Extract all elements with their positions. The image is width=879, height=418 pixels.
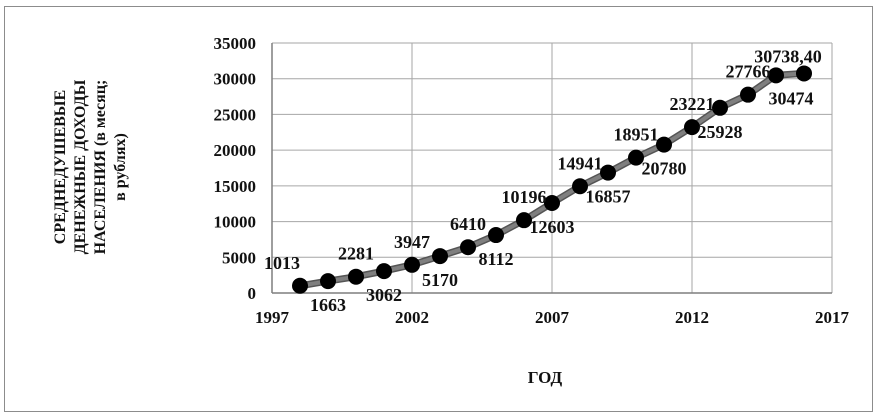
- x-tick-label: 2012: [675, 308, 709, 327]
- data-point: [432, 248, 448, 265]
- data-label: 5170: [422, 270, 458, 290]
- y-tick-label: 10000: [214, 213, 257, 232]
- y-axis-title-line: в рублях): [112, 133, 129, 201]
- data-label: 8112: [478, 249, 513, 269]
- data-label: 1013: [264, 253, 300, 273]
- y-tick-label: 35000: [214, 34, 257, 53]
- x-axis-title: ГОД: [528, 368, 563, 387]
- x-tick-label: 1997: [255, 308, 290, 327]
- data-label: 3062: [366, 285, 402, 305]
- data-point: [572, 178, 588, 195]
- x-tick-label: 2007: [535, 308, 570, 327]
- data-point: [404, 256, 420, 273]
- gridlines: [272, 42, 833, 293]
- y-axis-title-text: СРЕДНЕДУШЕВЫЕ ДЕНЕЖНЫЕ ДОХОДЫ НАСЕЛЕНИЯ (в…: [52, 79, 129, 254]
- data-point: [376, 263, 392, 280]
- y-tick-label: 25000: [214, 105, 257, 124]
- data-label: 12603: [530, 217, 575, 237]
- data-label: 20780: [642, 159, 687, 179]
- x-tick-label: 2002: [395, 308, 429, 327]
- data-label: 18951: [614, 125, 659, 145]
- data-point: [656, 136, 672, 153]
- data-point: [628, 149, 644, 166]
- data-point: [488, 227, 504, 244]
- data-point: [544, 194, 560, 211]
- data-label: 27766: [726, 62, 771, 82]
- data-label: 6410: [450, 214, 486, 234]
- series-markers: [292, 65, 812, 294]
- data-label: 1663: [310, 295, 346, 315]
- data-label: 23221: [670, 94, 715, 114]
- data-label: 10196: [502, 187, 547, 207]
- y-axis-title-line: ДЕНЕЖНЫЕ ДОХОДЫ: [72, 79, 89, 254]
- y-axis-title-line: НАСЕЛЕНИЯ (в месяц;: [92, 80, 109, 255]
- data-point: [712, 99, 728, 116]
- data-point: [320, 273, 336, 290]
- x-tick-label: 2017: [815, 308, 850, 327]
- data-point: [600, 164, 616, 181]
- data-point: [516, 212, 532, 229]
- data-point: [292, 277, 308, 294]
- y-tick-label: 20000: [214, 141, 257, 160]
- data-label: 16857: [586, 187, 631, 207]
- y-axis-title: СРЕДНЕДУШЕВЫЕ ДЕНЕЖНЫЕ ДОХОДЫ НАСЕЛЕНИЯ (в…: [52, 79, 129, 254]
- data-label: 30474: [769, 88, 814, 108]
- y-tick-label: 5000: [222, 248, 256, 267]
- data-labels: 1013 1663 2281 3062 3947 5170 6410 8112 10196 126…: [264, 46, 822, 315]
- axes: 0 5000 10000 15000 20000 25000 30000 35000 1997 2…: [214, 34, 850, 327]
- data-point: [796, 65, 812, 82]
- chart-frame: 0 5000 10000 15000 20000 25000 30000 35000 1997 2…: [4, 6, 873, 412]
- y-tick-label: 0: [248, 284, 257, 303]
- y-tick-label: 15000: [214, 177, 257, 196]
- data-label: 3947: [394, 232, 430, 252]
- data-point: [348, 268, 364, 285]
- data-label: 2281: [338, 244, 374, 264]
- income-line-chart: 0 5000 10000 15000 20000 25000 30000 35000 1997 2…: [52, 34, 850, 387]
- data-point: [768, 67, 784, 84]
- y-tick-label: 30000: [214, 70, 257, 89]
- y-axis-title-line: СРЕДНЕДУШЕВЫЕ: [52, 90, 69, 244]
- data-label: 14941: [558, 153, 603, 173]
- data-point: [684, 119, 700, 136]
- data-label: 25928: [698, 122, 743, 142]
- data-label: 30738,40: [754, 46, 822, 66]
- data-point: [740, 86, 756, 103]
- data-point: [460, 239, 476, 256]
